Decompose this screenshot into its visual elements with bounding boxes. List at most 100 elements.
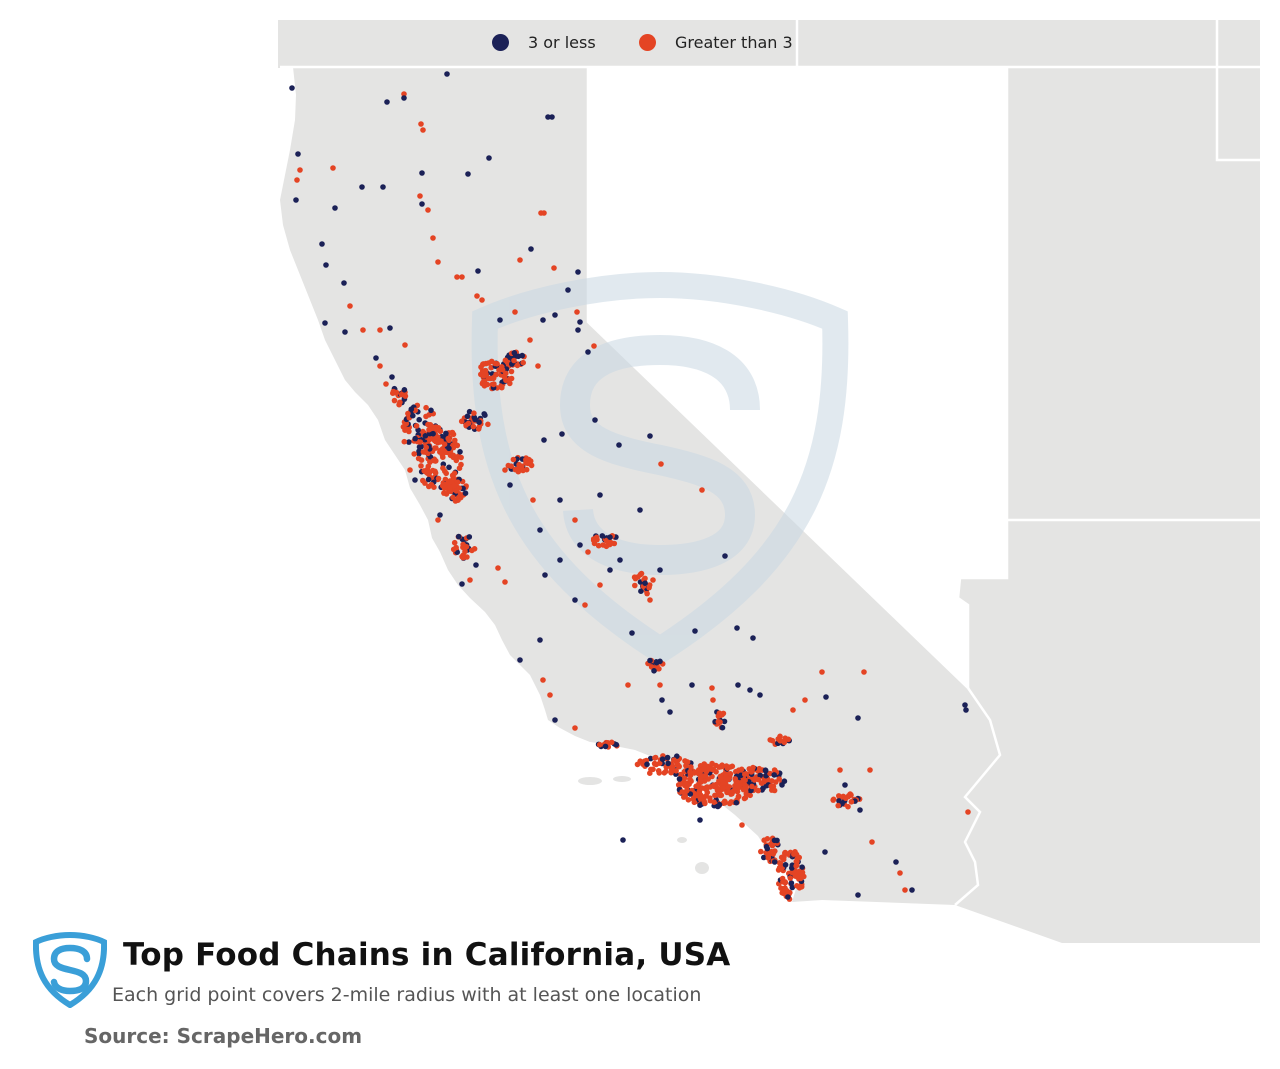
- location-dot-high: [676, 763, 682, 770]
- location-dot-high: [687, 769, 693, 776]
- location-dot-low: [855, 892, 861, 898]
- location-dot-high: [690, 796, 696, 802]
- location-dot-high: [780, 879, 786, 885]
- legend-dot-low: [492, 33, 509, 51]
- location-dot-high: [450, 452, 457, 459]
- location-dot-high: [488, 364, 495, 371]
- location-dot-high: [465, 420, 472, 427]
- location-dot-high: [511, 357, 517, 364]
- location-dot-high: [454, 479, 461, 486]
- location-dot-low: [401, 95, 407, 101]
- location-dot-high: [530, 497, 536, 503]
- location-dot-high: [681, 794, 687, 800]
- location-dot-high: [769, 842, 776, 849]
- location-dot-high: [479, 297, 485, 303]
- location-dot-low: [466, 408, 473, 415]
- location-dot-high: [778, 885, 784, 891]
- location-dot-low: [540, 317, 546, 323]
- location-dot-high: [647, 597, 653, 603]
- location-dot-high: [470, 423, 477, 430]
- legend-label-high: Greater than 3: [675, 32, 793, 52]
- location-dot-low: [575, 327, 581, 333]
- location-dot-high: [572, 725, 578, 731]
- location-dot-high: [402, 393, 409, 399]
- location-dot-low: [597, 492, 603, 498]
- location-dot-high: [769, 737, 776, 744]
- location-dot-high: [732, 776, 738, 782]
- location-dot-high: [847, 791, 853, 797]
- location-dot-high: [673, 768, 679, 774]
- location-dot-high: [574, 309, 580, 315]
- location-dot-high: [391, 397, 398, 404]
- location-dot-high: [453, 457, 460, 464]
- location-dot-high: [679, 789, 685, 795]
- location-dot-high: [425, 207, 431, 213]
- channel-island: [578, 777, 602, 785]
- location-dot-high: [450, 494, 456, 501]
- location-dots-layer: [289, 71, 971, 902]
- location-dot-low: [419, 201, 425, 207]
- location-dot-low: [620, 837, 626, 843]
- location-dot-high: [632, 582, 638, 589]
- location-dot-low: [855, 715, 861, 721]
- location-dot-high: [671, 757, 677, 763]
- location-dot-low: [602, 743, 609, 750]
- location-dot-high: [796, 854, 802, 861]
- location-dot-high: [697, 778, 704, 784]
- location-dot-low: [557, 497, 563, 503]
- location-dot-low: [465, 171, 471, 177]
- location-dot-high: [455, 494, 462, 501]
- location-dot-high: [347, 303, 353, 309]
- location-dot-high: [702, 785, 709, 792]
- location-dot-high: [591, 343, 597, 349]
- location-dot-high: [435, 517, 441, 523]
- location-dot-high: [656, 760, 663, 766]
- location-dot-low: [359, 184, 365, 190]
- location-dot-low: [599, 533, 606, 539]
- location-dot-low: [542, 572, 548, 578]
- location-dot-low: [428, 407, 434, 414]
- location-dot-low: [822, 849, 828, 855]
- location-dot-high: [766, 851, 773, 857]
- location-dot-high: [837, 767, 843, 773]
- idaho-wyoming-border: [1215, 20, 1260, 162]
- location-dot-low: [664, 754, 671, 761]
- location-dot-low: [667, 709, 673, 715]
- location-dot-high: [687, 778, 694, 784]
- location-dot-high: [474, 293, 480, 299]
- location-dot-high: [540, 677, 546, 683]
- location-dot-high: [597, 582, 603, 588]
- location-dot-high: [726, 789, 732, 795]
- location-dot-high: [396, 401, 402, 408]
- location-dot-low: [659, 697, 665, 703]
- location-dot-high: [668, 766, 675, 773]
- location-dot-high: [442, 468, 448, 475]
- location-dot-low: [511, 350, 518, 356]
- legend-dot-high: [639, 33, 656, 51]
- location-dot-high: [802, 697, 808, 703]
- location-dot-low: [762, 767, 769, 773]
- location-dot-high: [755, 787, 761, 794]
- location-dot-high: [360, 327, 366, 333]
- location-dot-low: [747, 687, 753, 693]
- location-dot-low: [519, 352, 525, 359]
- location-dot-high: [835, 802, 841, 809]
- location-dot-high: [761, 837, 767, 843]
- location-dot-low: [416, 450, 422, 457]
- legend-item-high: Greater than 3: [639, 32, 793, 52]
- location-dot-high: [768, 783, 774, 789]
- location-dot-high: [415, 455, 422, 462]
- scrapehero-shield-watermark-icon: [471, 271, 849, 666]
- location-dot-low: [387, 325, 393, 331]
- location-dot-low: [757, 772, 763, 779]
- scrapehero-shield-icon: [33, 932, 107, 1008]
- location-dot-high: [492, 360, 498, 367]
- location-dot-low: [293, 197, 299, 203]
- location-dot-high: [867, 767, 873, 773]
- location-dot-low: [788, 880, 795, 886]
- location-dot-high: [510, 456, 517, 463]
- location-dot-high: [582, 602, 588, 608]
- location-dot-high: [471, 410, 477, 417]
- location-dot-high: [456, 485, 463, 491]
- location-dot-high: [742, 777, 748, 784]
